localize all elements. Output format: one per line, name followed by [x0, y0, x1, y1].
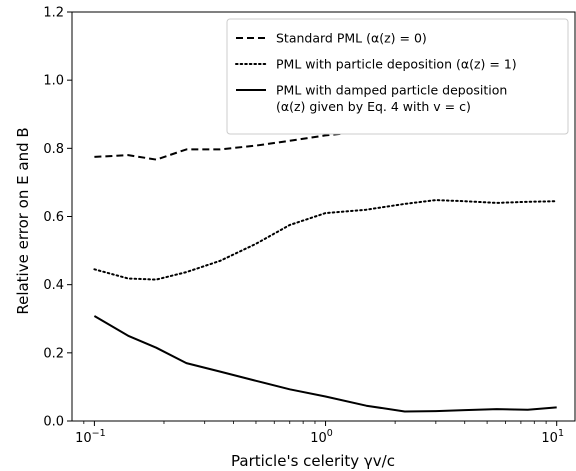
y-tick-label: 0.0 [43, 415, 64, 430]
x-tick-label: 10−1 [75, 428, 106, 446]
series-line-solid [93, 315, 557, 413]
axes-layer: 0.0 0.2 0.4 0.6 0.8 1.0 1.2 10−1 100 101 [43, 6, 576, 446]
legend-label: Standard PML (α(z) = 0) [276, 31, 427, 46]
series-layer [93, 125, 558, 413]
x-axis-label: Particle's celerity γv/c [231, 452, 395, 470]
y-tick-label: 0.2 [43, 346, 64, 361]
y-tick-label: 0.8 [43, 142, 64, 157]
x-tick-label: 101 [541, 428, 564, 446]
legend-label: PML with damped particle deposition [276, 83, 507, 98]
x-tick-label: 100 [310, 428, 333, 446]
legend-label: PML with particle deposition (α(z) = 1) [276, 57, 517, 72]
legend: Standard PML (α(z) = 0) PML with particle… [226, 18, 569, 135]
legend-label-line2: (α(z) given by Eq. 4 with v = c) [276, 99, 471, 114]
y-axis-label: Relative error on E and B [14, 127, 32, 314]
y-tick-label: 0.6 [43, 210, 64, 225]
y-tick-label: 1.2 [43, 6, 64, 21]
y-tick-label: 1.0 [43, 74, 64, 89]
legend-box [226, 18, 569, 135]
series-line-dashed [94, 125, 557, 161]
series-line-dotted [93, 199, 558, 281]
y-tick-label: 0.4 [43, 278, 64, 293]
